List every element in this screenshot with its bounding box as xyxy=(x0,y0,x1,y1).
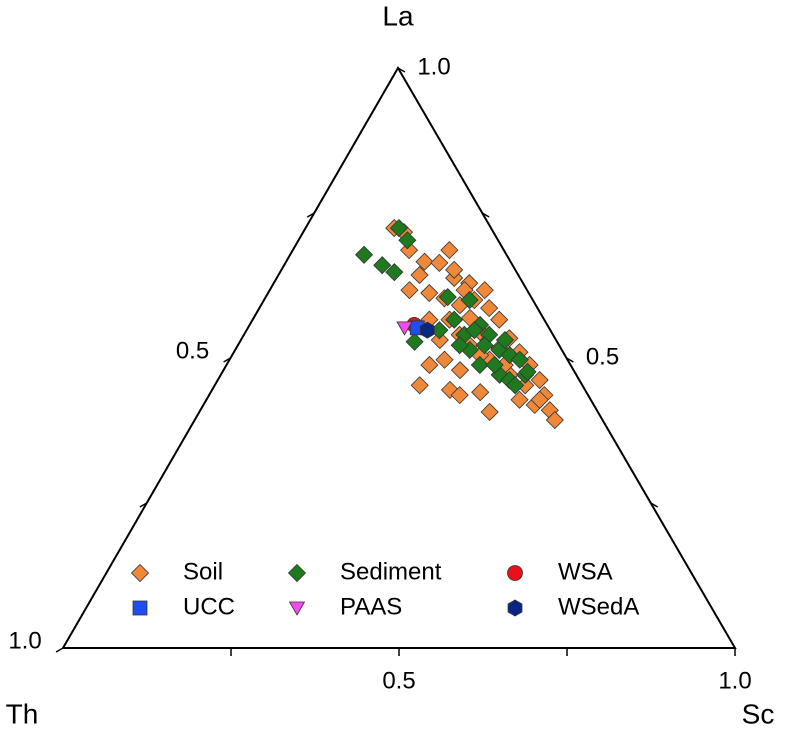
data-point xyxy=(389,219,409,238)
data-point xyxy=(518,362,537,381)
data-point xyxy=(495,330,515,350)
tick-mark xyxy=(55,647,64,653)
tick-mark xyxy=(566,357,574,363)
data-point xyxy=(510,390,529,409)
data-point xyxy=(450,361,470,380)
data-point xyxy=(475,336,494,355)
data-point xyxy=(430,253,449,272)
data-point xyxy=(398,231,417,250)
data-point xyxy=(471,383,490,402)
data-point xyxy=(435,350,454,369)
tick-label: 0.5 xyxy=(586,343,619,370)
legend-marker xyxy=(132,600,148,616)
legend-marker xyxy=(130,563,150,583)
data-point xyxy=(485,355,504,375)
data-point xyxy=(480,299,499,318)
data-point xyxy=(506,376,525,395)
legend-label: Soil xyxy=(183,558,223,585)
axis-title: Sc xyxy=(742,698,775,729)
data-point xyxy=(400,281,419,300)
data-point xyxy=(545,410,564,430)
data-point xyxy=(475,281,494,300)
minor-tick-mark xyxy=(306,212,315,218)
legend-label: Sediment xyxy=(340,558,442,585)
legend-marker xyxy=(507,599,523,617)
data-point xyxy=(405,332,424,351)
data-point xyxy=(530,390,549,409)
data-point xyxy=(460,290,479,310)
legend-label: UCC xyxy=(183,593,235,620)
tick-label: 1.0 xyxy=(8,627,41,654)
tick-mark xyxy=(223,357,231,363)
tick-label: 1.0 xyxy=(718,667,751,694)
data-point xyxy=(420,321,435,339)
legend-marker xyxy=(288,601,306,616)
axis-title: La xyxy=(382,0,414,31)
data-point xyxy=(445,310,464,329)
legend-marker xyxy=(507,565,523,581)
data-point xyxy=(470,355,489,375)
tick-label: 0.5 xyxy=(382,667,415,694)
data-point xyxy=(530,370,549,390)
data-point xyxy=(450,336,469,355)
data-point xyxy=(450,386,469,405)
tick-label: 1.0 xyxy=(417,53,450,80)
legend-label: WSA xyxy=(558,558,613,585)
minor-tick-mark xyxy=(139,502,148,508)
legend-label: PAAS xyxy=(340,593,402,620)
data-point xyxy=(385,263,404,282)
data-point xyxy=(480,402,499,422)
data-point xyxy=(396,321,413,336)
data-point xyxy=(440,241,459,260)
data-point xyxy=(430,330,449,350)
data-point xyxy=(354,245,374,264)
data-point xyxy=(490,310,509,329)
data-point xyxy=(438,288,457,307)
tick-label: 0.5 xyxy=(176,337,209,364)
data-point xyxy=(420,283,439,303)
legend-marker xyxy=(287,563,307,583)
data-point xyxy=(445,260,464,279)
minor-tick-mark xyxy=(481,212,490,218)
axis-title: Th xyxy=(6,698,39,729)
data-point xyxy=(410,265,429,285)
data-point xyxy=(420,355,439,375)
minor-tick-mark xyxy=(650,502,659,508)
data-point xyxy=(510,350,529,369)
data-point xyxy=(373,256,392,275)
data-point xyxy=(415,252,434,271)
tick-mark xyxy=(397,67,406,73)
data-point xyxy=(465,321,484,340)
legend-label: WSedA xyxy=(558,593,639,620)
data-point xyxy=(410,376,429,395)
